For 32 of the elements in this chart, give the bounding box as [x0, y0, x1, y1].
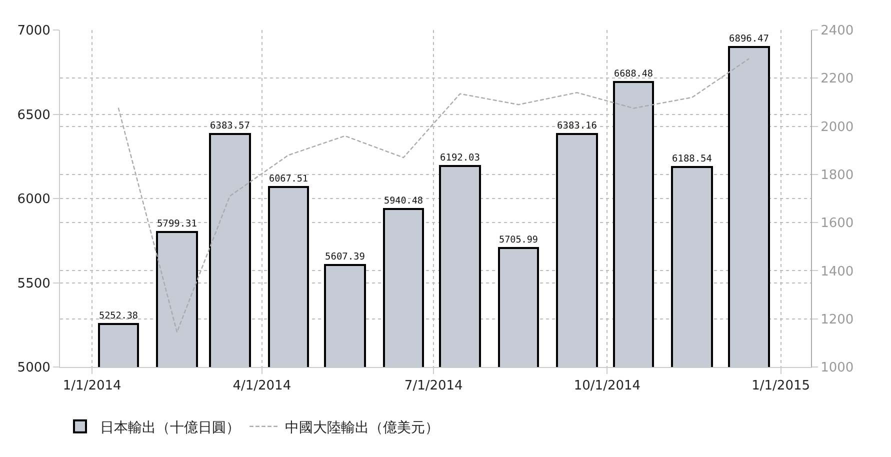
- data-label: 6192.03: [440, 152, 480, 164]
- data-label: 6188.54: [672, 153, 712, 164]
- data-label: 6383.57: [210, 120, 250, 132]
- y2-tick-label: 1200: [820, 312, 854, 328]
- data-label: 5940.48: [384, 195, 423, 206]
- y-tick-label: 5500: [17, 276, 50, 292]
- y2-tick-label: 1800: [820, 168, 854, 183]
- y-tick-label: 5000: [17, 360, 50, 376]
- y2-tick-label: 2400: [820, 24, 854, 39]
- legend-label: 中國大陸輸出（億美元）: [285, 420, 439, 436]
- data-label: 5607.39: [325, 251, 366, 262]
- data-label: 5252.38: [99, 310, 138, 322]
- y-tick-label: 6000: [17, 192, 50, 208]
- legend-label: 日本輸出（十億日圓）: [100, 420, 240, 436]
- data-label: 5705.99: [499, 234, 538, 246]
- data-label: 6067.51: [269, 173, 308, 184]
- x-tick-label: 4/1/2014: [232, 378, 292, 394]
- y2-tick-label: 2000: [820, 120, 854, 135]
- data-label: 6688.48: [614, 68, 653, 80]
- y2-tick-label: 1000: [820, 360, 854, 376]
- data-label: 5799.31: [157, 218, 198, 230]
- x-tick-label: 7/1/2014: [404, 378, 463, 394]
- data-label: 6383.16: [557, 120, 598, 132]
- x-tick-label: 1/1/2015: [752, 378, 810, 394]
- y2-tick-label: 1400: [820, 264, 854, 280]
- y2-tick-label: 1600: [820, 216, 854, 232]
- y-tick-label: 6500: [17, 108, 50, 123]
- y-tick-label: 7000: [17, 24, 50, 39]
- data-label: 6896.47: [729, 33, 769, 44]
- x-tick-label: 1/1/2014: [62, 378, 122, 394]
- x-tick-label: 10/1/2014: [574, 378, 641, 394]
- y2-tick-label: 2200: [820, 72, 854, 87]
